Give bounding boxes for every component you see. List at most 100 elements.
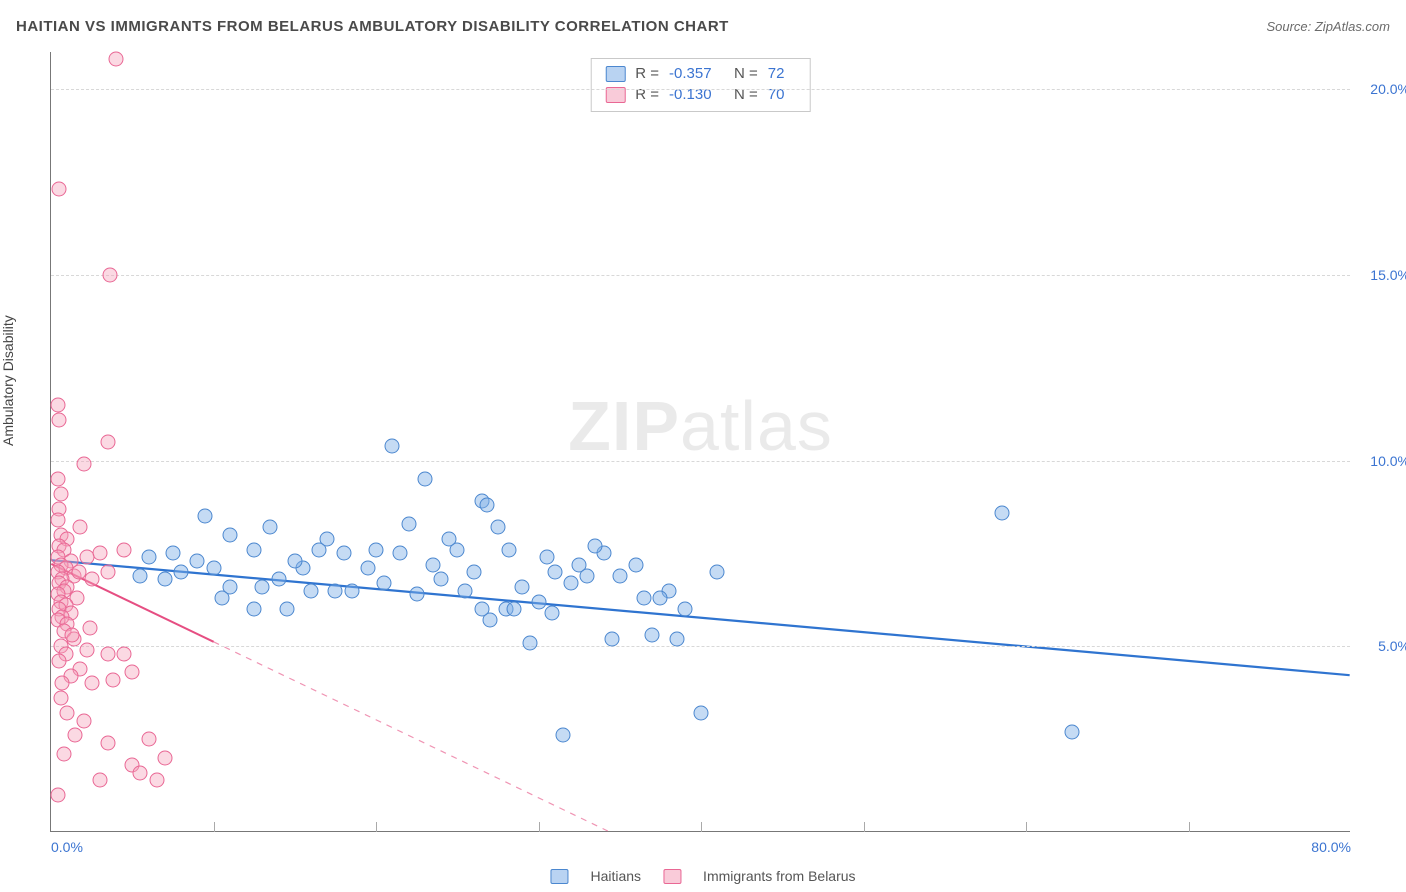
data-point-belarus [52, 412, 67, 427]
x-tick-mark [701, 822, 702, 832]
y-tick-label: 20.0% [1355, 81, 1406, 97]
data-point-haitians [442, 531, 457, 546]
data-point-haitians [669, 631, 684, 646]
y-tick-label: 15.0% [1355, 267, 1406, 283]
legend-label-belarus: Immigrants from Belarus [703, 868, 855, 884]
data-point-belarus [92, 546, 107, 561]
data-point-haitians [174, 565, 189, 580]
data-point-haitians [677, 602, 692, 617]
data-point-belarus [100, 646, 115, 661]
data-point-belarus [100, 735, 115, 750]
data-point-belarus [71, 565, 86, 580]
data-point-haitians [287, 553, 302, 568]
data-point-haitians [653, 591, 668, 606]
n-value-haitians: 72 [768, 65, 796, 82]
data-point-belarus [50, 787, 65, 802]
gridline-h [51, 461, 1350, 462]
stats-row-haitians: R = -0.357 N = 72 [605, 63, 796, 84]
data-point-belarus [84, 572, 99, 587]
data-point-haitians [523, 635, 538, 650]
data-point-belarus [52, 654, 67, 669]
data-point-belarus [55, 676, 70, 691]
data-point-belarus [52, 182, 67, 197]
data-point-haitians [539, 550, 554, 565]
data-point-haitians [271, 572, 286, 587]
data-point-haitians [994, 505, 1009, 520]
swatch-pink-icon [663, 869, 681, 884]
data-point-belarus [76, 713, 91, 728]
swatch-blue-icon [605, 66, 625, 82]
x-tick-label: 80.0% [1311, 839, 1351, 855]
data-point-belarus [83, 620, 98, 635]
data-point-belarus [133, 765, 148, 780]
x-tick-mark [1189, 822, 1190, 832]
data-point-haitians [377, 576, 392, 591]
source-link[interactable]: ZipAtlas.com [1315, 19, 1390, 34]
source-prefix: Source: [1266, 19, 1314, 34]
y-tick-label: 10.0% [1355, 453, 1406, 469]
title-row: HAITIAN VS IMMIGRANTS FROM BELARUS AMBUL… [16, 18, 1390, 35]
data-point-haitians [490, 520, 505, 535]
gridline-h [51, 646, 1350, 647]
data-point-haitians [694, 706, 709, 721]
data-point-haitians [474, 602, 489, 617]
data-point-haitians [214, 591, 229, 606]
x-tick-label: 0.0% [51, 839, 83, 855]
data-point-haitians [328, 583, 343, 598]
swatch-blue-icon [550, 869, 568, 884]
data-point-haitians [588, 539, 603, 554]
trend-line-belarus-dashed [214, 642, 608, 831]
data-point-belarus [79, 550, 94, 565]
data-point-haitians [564, 576, 579, 591]
x-tick-mark [864, 822, 865, 832]
data-point-haitians [255, 579, 270, 594]
data-point-haitians [1064, 724, 1079, 739]
data-point-haitians [336, 546, 351, 561]
data-point-haitians [360, 561, 375, 576]
data-point-haitians [141, 550, 156, 565]
data-point-belarus [92, 773, 107, 788]
data-point-belarus [125, 665, 140, 680]
plot-area: ZIPatlas R = -0.357 N = 72 R = -0.130 N … [50, 52, 1350, 832]
gridline-h [51, 89, 1350, 90]
data-point-haitians [417, 472, 432, 487]
data-point-belarus [50, 513, 65, 528]
data-point-belarus [73, 520, 88, 535]
bottom-legend: Haitians Immigrants from Belarus [550, 868, 855, 884]
data-point-belarus [53, 487, 68, 502]
data-point-haitians [344, 583, 359, 598]
x-tick-mark [1026, 822, 1027, 832]
y-tick-label: 5.0% [1355, 638, 1406, 654]
data-point-haitians [466, 565, 481, 580]
data-point-haitians [369, 542, 384, 557]
data-point-haitians [206, 561, 221, 576]
data-point-belarus [100, 565, 115, 580]
data-point-haitians [479, 498, 494, 513]
data-point-belarus [105, 672, 120, 687]
r-label: R = [635, 65, 659, 82]
source-credit: Source: ZipAtlas.com [1266, 19, 1390, 34]
data-point-haitians [637, 591, 652, 606]
stats-row-belarus: R = -0.130 N = 70 [605, 84, 796, 105]
data-point-haitians [547, 565, 562, 580]
data-point-belarus [57, 747, 72, 762]
data-point-belarus [76, 457, 91, 472]
data-point-belarus [68, 728, 83, 743]
data-point-haitians [385, 438, 400, 453]
data-point-belarus [109, 52, 124, 67]
gridline-h [51, 275, 1350, 276]
data-point-haitians [555, 728, 570, 743]
data-point-belarus [60, 706, 75, 721]
legend-label-haitians: Haitians [590, 868, 641, 884]
data-point-haitians [190, 553, 205, 568]
y-axis-label: Ambulatory Disability [0, 315, 16, 446]
data-point-belarus [53, 691, 68, 706]
data-point-belarus [100, 435, 115, 450]
data-point-haitians [544, 605, 559, 620]
data-point-belarus [149, 773, 164, 788]
data-point-haitians [222, 527, 237, 542]
data-point-haitians [312, 542, 327, 557]
data-point-belarus [50, 472, 65, 487]
data-point-haitians [580, 568, 595, 583]
r-value-haitians: -0.357 [669, 65, 724, 82]
